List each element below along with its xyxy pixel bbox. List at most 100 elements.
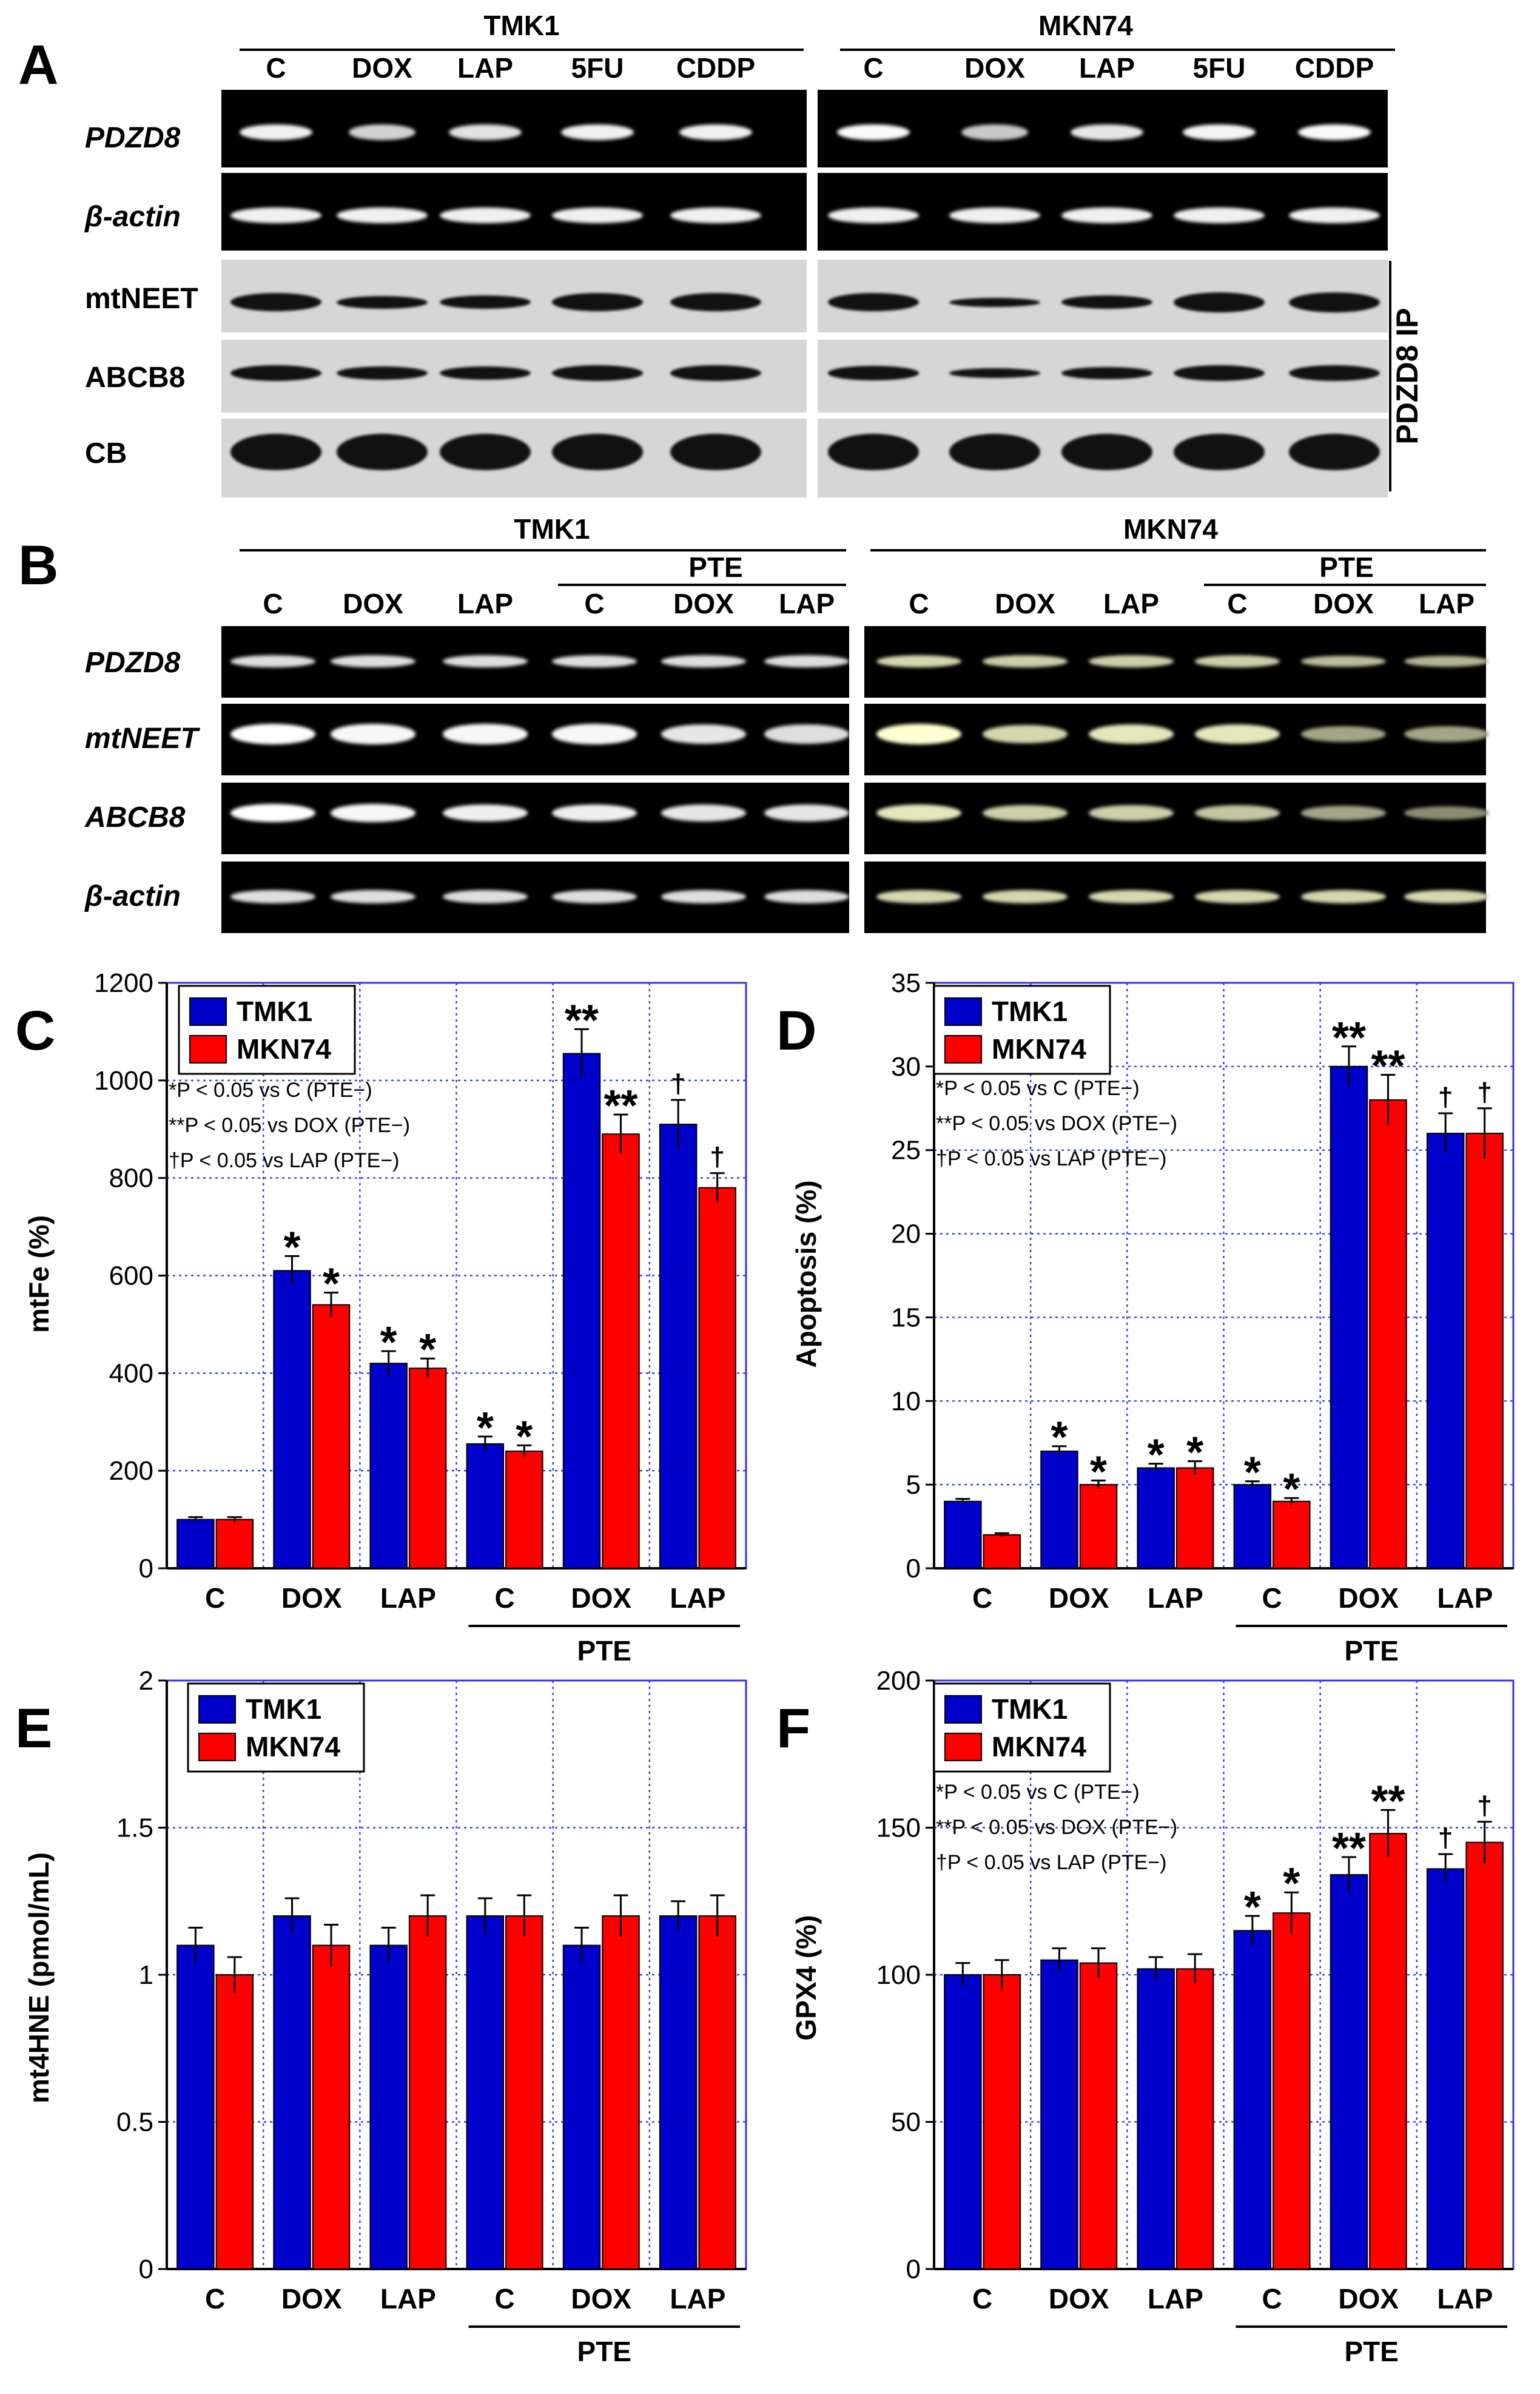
y-tick-label: 5 <box>906 1470 921 1500</box>
x-tick-label: DOX <box>1049 2283 1109 2315</box>
panel-a-lane-label: DOX <box>352 52 412 84</box>
y-tick-label: 800 <box>109 1164 153 1193</box>
x-tick-label: C <box>494 1582 514 1614</box>
panel-b-lane-label: LAP <box>457 588 513 619</box>
panel-b-band <box>876 890 961 903</box>
panel-b-band <box>331 889 415 904</box>
panel-letter: F <box>776 1698 810 1759</box>
panel-b-cellline-tmk1: TMK1 <box>514 513 590 545</box>
panel-b-row-mtneet: mtNEET <box>85 723 198 755</box>
bar <box>983 1534 1021 1570</box>
panel-b-band <box>661 655 746 668</box>
y-tick-label: 0 <box>906 1554 921 1583</box>
panel-b-lane-label: C <box>909 588 929 619</box>
panel-b-band <box>1089 890 1174 903</box>
panel-b-band <box>764 655 849 668</box>
panel-b-band <box>661 724 746 744</box>
panel-a-blot-band <box>828 434 919 470</box>
panel-b-line-tmk1 <box>240 549 846 551</box>
legend-label: TMK1 <box>246 1693 321 1725</box>
significance-mark: * <box>516 1412 533 1461</box>
significance-note: †P < 0.05 vs LAP (PTE−) <box>169 1149 400 1172</box>
panel-b-band <box>552 889 637 904</box>
panel-a-band <box>1289 207 1380 223</box>
panel-a-cellline-tmk1: TMK1 <box>483 10 560 41</box>
panel-b-band <box>552 804 637 822</box>
panel-b-band <box>1089 724 1174 744</box>
panel-a-blot-band <box>1174 292 1265 312</box>
panel-a-lane-label: LAP <box>457 52 513 84</box>
y-tick-label: 1.5 <box>116 1813 153 1843</box>
y-tick-label: 35 <box>891 968 921 998</box>
y-tick-label: 30 <box>891 1052 921 1082</box>
panel-b-cellline-mkn74: MKN74 <box>1123 513 1218 545</box>
panel-a-blot-band <box>949 368 1040 378</box>
legend-label: TMK1 <box>992 1693 1068 1725</box>
bar <box>659 1915 698 2270</box>
bar <box>466 1915 505 2270</box>
x-tick-label: LAP <box>1437 1582 1493 1614</box>
legend-label: MKN74 <box>992 1033 1086 1065</box>
panel-a-row-mtneet: mtNEET <box>85 283 198 315</box>
bar <box>1175 1968 1214 2270</box>
significance-mark: * <box>283 1223 300 1272</box>
panel-a-band <box>440 207 531 223</box>
panel-a-letter: A <box>18 34 59 96</box>
panel-b-band <box>443 655 528 668</box>
bar <box>1465 1841 1504 2270</box>
y-tick-label: 10 <box>891 1386 921 1416</box>
significance-mark: * <box>1244 1449 1261 1497</box>
panel-b-band <box>983 655 1068 667</box>
panel-b-pte-line-tmk1 <box>558 584 846 586</box>
panel-a-lane-label: 5FU <box>571 52 624 84</box>
panel-a-line-tmk1 <box>240 49 804 51</box>
y-tick-label: 20 <box>891 1219 921 1249</box>
panel-b-pte-line-mkn74 <box>1204 584 1486 586</box>
panel-a-lane-label: C <box>266 52 286 84</box>
bar <box>1040 1451 1078 1569</box>
panel-a-band <box>1298 124 1371 140</box>
panel-a-blot-band <box>552 434 643 470</box>
panel-b-band <box>876 724 961 744</box>
panel-b-lane-label: C <box>1227 588 1248 619</box>
x-tick-label: DOX <box>1338 2283 1399 2315</box>
bar <box>983 1974 1021 2270</box>
panel-a-blot-band <box>949 434 1040 470</box>
panel-a-blot-band <box>440 295 531 309</box>
group-label: PTE <box>577 2336 631 2367</box>
bar <box>369 1363 408 1569</box>
x-tick-label: LAP <box>670 1582 725 1614</box>
panel-b-lane-label: LAP <box>1103 588 1159 619</box>
panel-b-gel <box>864 704 1486 775</box>
x-tick-label: LAP <box>1437 2283 1493 2315</box>
panel-b-lane-label: C <box>263 588 283 619</box>
panel-b-band <box>331 655 415 668</box>
panel-b-band <box>661 804 746 822</box>
significance-mark: † <box>671 1069 685 1099</box>
bar <box>698 1915 736 2270</box>
legend-swatch <box>944 997 982 1026</box>
panel-a-blot-band <box>670 365 761 381</box>
bar <box>698 1187 736 1569</box>
panel-a-band <box>1061 207 1152 223</box>
bar <box>659 1124 698 1570</box>
bar <box>177 1944 215 2270</box>
panel-b-row-pdzd8: PDZD8 <box>85 647 181 679</box>
significance-mark: * <box>1090 1448 1107 1496</box>
x-tick-label: DOX <box>1049 1582 1109 1614</box>
panel-a-band <box>552 207 643 223</box>
panel-a-blot-band <box>230 365 321 381</box>
panel-b-band <box>1089 655 1174 667</box>
bar <box>408 1367 447 1570</box>
significance-mark: * <box>380 1318 397 1367</box>
panel-a-band <box>240 124 312 140</box>
panel-a-blot-band <box>1289 292 1380 312</box>
panel-b-lane-label: C <box>584 588 605 619</box>
panel-a-band <box>337 207 428 223</box>
y-tick-label: 50 <box>891 2108 921 2137</box>
significance-mark: * <box>1148 1431 1165 1480</box>
panel-b-band <box>1404 890 1489 903</box>
panel-a-band <box>670 207 761 223</box>
bar <box>1369 1099 1407 1569</box>
